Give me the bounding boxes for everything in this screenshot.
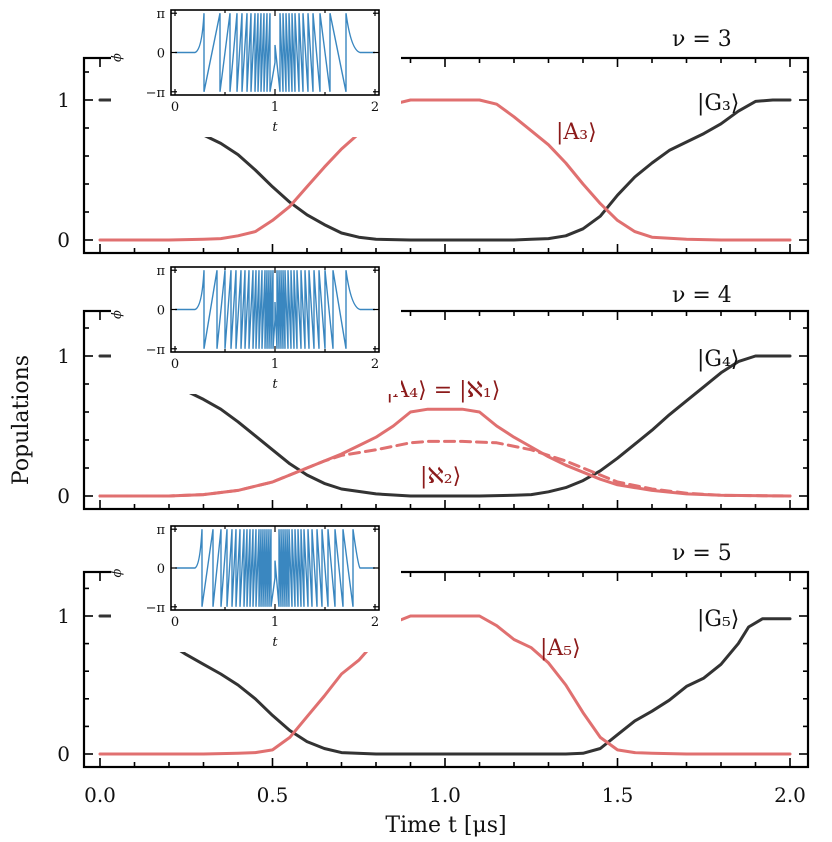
curve-label: |A₄⟩ = |ℵ₁⟩: [386, 378, 500, 403]
y-tick-label: 0: [57, 484, 70, 508]
curve-label: ν = 3: [672, 27, 732, 52]
y-tick-label: 1: [57, 344, 70, 368]
inset-phase-plot: 0 1 2 π 0 −π t ϕ: [110, 2, 401, 137]
y-tick-label: 0: [57, 742, 70, 766]
inset-phase-plot: 0 1 2 π 0 −π t ϕ: [110, 518, 401, 652]
inset-x-tick-label: 0: [171, 615, 179, 630]
inset-y-label: ϕ: [110, 568, 125, 577]
panel-4: 0 1 |G₄⟩ |A₄⟩ = |ℵ₁⟩ |ℵ₂⟩ ν = 4 0 1 2 π 0 −π t ϕ: [57, 259, 810, 511]
curve-label: ν = 5: [672, 541, 732, 566]
inset-phase-line: [175, 13, 375, 92]
inset-y-tick-label: −π: [146, 86, 166, 101]
inset-y-tick-label: 0: [157, 562, 165, 577]
inset-x-tick-label: 1: [271, 357, 279, 372]
curve-label: |A₅⟩: [540, 636, 581, 661]
axes-frame: [82, 570, 810, 769]
y-tick-label: 1: [57, 88, 70, 112]
x-tick-label: 0.0: [84, 783, 116, 807]
series-line-1: [98, 98, 792, 242]
axes-frame: [82, 309, 810, 511]
inset-y-label: ϕ: [110, 310, 125, 319]
inset-phase-plot: 0 1 2 π 0 −π t ϕ: [110, 259, 401, 394]
x-axis-label: Time t [μs]: [385, 813, 506, 838]
inset-y-tick-label: −π: [146, 343, 166, 358]
inset-y-label: ϕ: [110, 53, 125, 62]
inset-x-tick-label: 0: [171, 100, 179, 115]
curve-label: |G₄⟩: [697, 347, 739, 372]
inset-x-label: t: [272, 635, 278, 650]
curve-label: ν = 4: [672, 283, 732, 308]
inset-phase-line: [175, 529, 375, 607]
y-tick-label: 1: [57, 604, 70, 628]
series-line-1: [98, 614, 792, 756]
inset-x-label: t: [272, 377, 278, 392]
inset-x-tick-label: 0: [171, 357, 179, 372]
curve-label: |G₃⟩: [697, 91, 739, 116]
panel-5: 0 1 |G₅⟩ |A₅⟩ ν = 5 0 1 2 π 0 −π t ϕ: [57, 518, 810, 769]
series-line-2: [98, 439, 792, 498]
y-axis-label: Populations: [9, 355, 34, 485]
inset-y-tick-label: 0: [157, 47, 165, 62]
y-tick-label: 0: [57, 228, 70, 252]
curve-label: |A₃⟩: [556, 120, 597, 145]
inset-x-tick-label: 2: [371, 357, 379, 372]
inset-x-tick-label: 2: [371, 615, 379, 630]
inset-y-tick-label: −π: [146, 601, 166, 616]
x-tick-label: 1.0: [429, 783, 461, 807]
series-line-0: [98, 614, 792, 756]
inset-x-label: t: [272, 120, 278, 135]
inset-y-tick-label: π: [156, 523, 165, 538]
inset-x-tick-label: 1: [271, 615, 279, 630]
curve-label: |G₅⟩: [697, 607, 739, 632]
inset-x-tick-label: 2: [371, 100, 379, 115]
inset-phase-line: [175, 270, 375, 349]
inset-y-tick-label: π: [156, 264, 165, 279]
series-line-0: [98, 354, 792, 498]
inset-y-tick-label: π: [156, 7, 165, 22]
panel-3: 0 1 |G₃⟩ |A₃⟩ ν = 3 0 1 2 π 0 −π t ϕ: [57, 2, 810, 255]
curve-label: |ℵ₂⟩: [420, 464, 461, 489]
x-tick-label: 1.5: [602, 783, 634, 807]
x-tick-label: 2.0: [774, 783, 806, 807]
inset-x-tick-label: 1: [271, 100, 279, 115]
x-tick-label: 0.5: [257, 783, 289, 807]
inset-y-tick-label: 0: [157, 304, 165, 319]
